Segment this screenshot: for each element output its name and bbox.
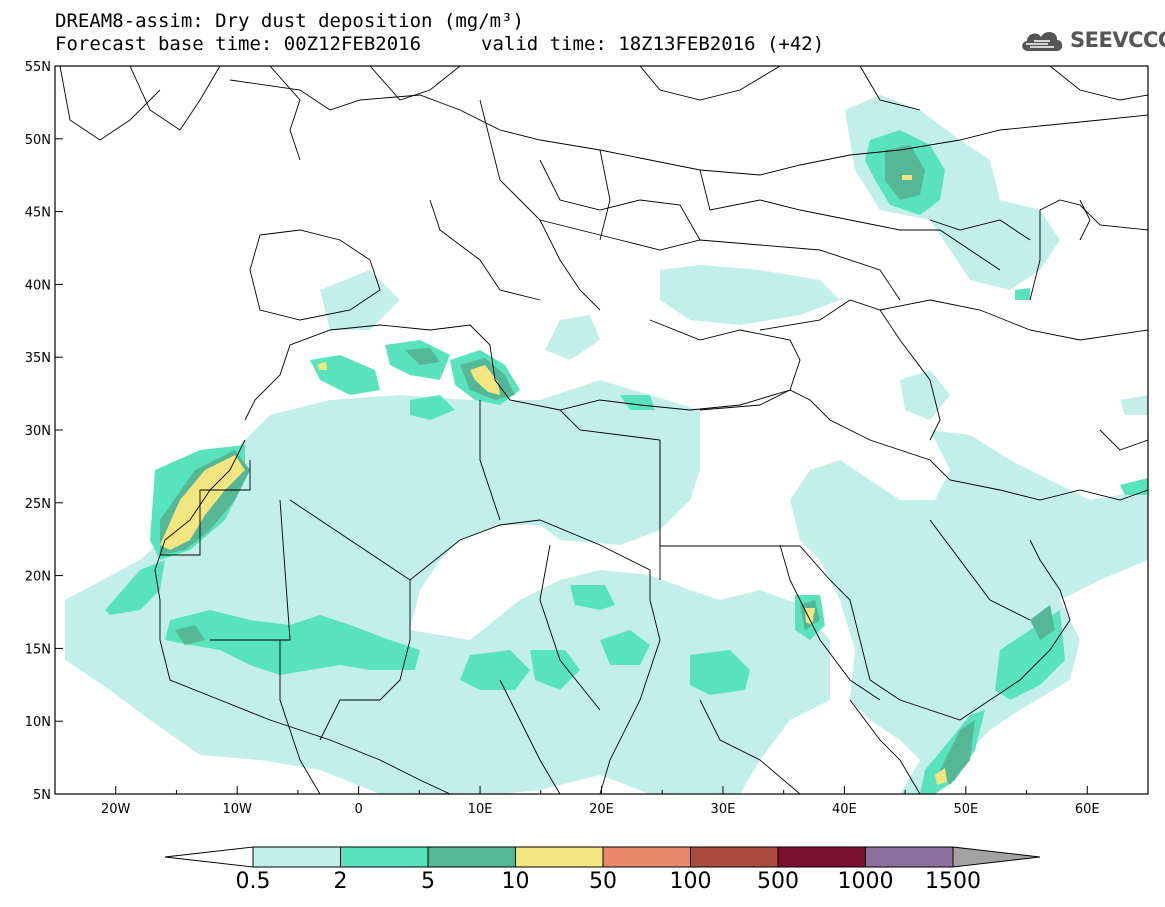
x-tick-label: 20E	[589, 802, 614, 817]
x-tick-label: 40E	[832, 802, 857, 817]
y-tick-label: 5N	[33, 788, 51, 803]
colorbar-swatch	[252, 846, 341, 868]
colorbar-label: 1500	[925, 869, 981, 894]
x-tick-label: 20W	[101, 802, 131, 817]
colorbar-label: 5	[421, 869, 435, 894]
y-tick-label: 10N	[25, 715, 51, 730]
y-tick-label: 40N	[25, 278, 51, 293]
colorbar-label: 10	[502, 869, 530, 894]
y-tick-label: 55N	[25, 60, 51, 75]
x-tick-label: 30E	[711, 802, 736, 817]
colorbar-label: 1000	[838, 869, 894, 894]
colorbar-high-triangle	[952, 846, 1041, 868]
x-tick-label: 0	[354, 802, 362, 817]
cloud-logo-icon	[1022, 31, 1063, 51]
dust-deposition-field	[65, 95, 1148, 794]
colorbar-label: 50	[589, 869, 617, 894]
colorbar-swatch	[777, 846, 866, 868]
colorbar-swatch	[690, 846, 779, 868]
y-axis: 55N 50N 45N 40N 35N 30N 25N 20N 15N 10N 5N	[25, 60, 63, 803]
colorbar-swatch	[602, 846, 691, 868]
y-tick-label: 30N	[25, 424, 51, 439]
seevccc-logo: SEEVCCC	[1018, 24, 1165, 56]
colorbar-label: 2	[334, 869, 348, 894]
base-time: Forecast base time: 00Z12FEB2016	[55, 33, 422, 55]
colorbar-label: 0.5	[236, 869, 271, 894]
colorbar-low-triangle	[164, 846, 254, 868]
country-borders	[59, 66, 1148, 794]
colorbar-label: 500	[757, 869, 799, 894]
x-tick-label: 60E	[1075, 802, 1100, 817]
colorbar-swatch	[865, 846, 954, 868]
colorbar-label: 100	[670, 869, 712, 894]
colorbar: 0.5 2 5 10 50 100 500 1000 1500	[164, 846, 1041, 894]
forecast-times: Forecast base time: 00Z12FEB2016 valid ti…	[55, 33, 824, 55]
y-tick-label: 25N	[25, 497, 51, 512]
colorbar-swatch	[340, 846, 429, 868]
x-tick-label: 10E	[468, 802, 493, 817]
colorbar-swatch	[515, 846, 604, 868]
y-tick-label: 45N	[25, 206, 51, 221]
y-tick-label: 20N	[25, 570, 51, 585]
valid-time: valid time: 18Z13FEB2016 (+42)	[481, 33, 825, 55]
x-axis: 20W 10W 0 10E 20E 30E 40E 50E 60E	[54, 786, 1149, 817]
y-tick-label: 15N	[25, 642, 51, 657]
y-tick-label: 50N	[25, 133, 51, 148]
x-tick-label: 50E	[953, 802, 978, 817]
y-tick-label: 35N	[25, 351, 51, 366]
x-tick-label: 10W	[222, 802, 252, 817]
colorbar-swatch	[427, 846, 516, 868]
logo-text: SEEVCCC	[1070, 28, 1165, 52]
map-title: DREAM8-assim: Dry dust deposition (mg/m³…	[55, 10, 524, 32]
